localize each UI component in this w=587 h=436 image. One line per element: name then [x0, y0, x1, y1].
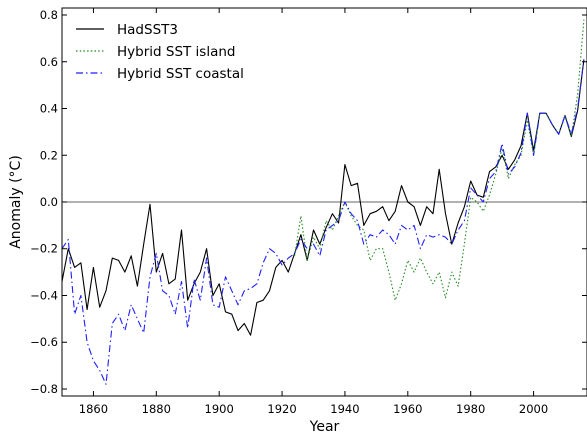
x-tick-label: 1860: [79, 402, 108, 416]
plot-area: 1860 1880 1900 1920 1940 1960 1980 2000 −0.8 −0.6…: [30, 7, 587, 416]
series-line-3: [62, 59, 585, 385]
x-tick-label: 1980: [456, 402, 485, 416]
x-tick-label: 1920: [267, 402, 296, 416]
y-tick-label: 0.0: [40, 195, 58, 209]
x-tick-label: 1960: [393, 402, 422, 416]
series-line-2: [294, 19, 585, 301]
y-tick-label: −0.8: [30, 382, 58, 396]
x-tick-label: 2000: [519, 402, 548, 416]
x-tick-label: 1880: [142, 402, 171, 416]
y-tick-label: −0.2: [30, 242, 58, 256]
y-tick-label: 0.2: [40, 148, 58, 162]
legend-label-3: Hybrid SST coastal: [117, 66, 244, 82]
x-axis-label: Year: [309, 419, 340, 435]
y-tick-label: 0.4: [40, 102, 58, 116]
y-tick-label: 0.8: [40, 8, 58, 22]
series-line-1: [62, 59, 585, 336]
y-tick-label: −0.6: [30, 335, 58, 349]
y-tick-label: 0.6: [40, 55, 58, 69]
legend-label-2: Hybrid SST island: [117, 44, 235, 60]
x-tick-label: 1900: [205, 402, 234, 416]
y-tick-label: −0.4: [30, 288, 58, 302]
y-axis-label: Anomaly (°C): [8, 155, 24, 249]
series-group: [62, 19, 585, 385]
x-tick-label: 1940: [330, 402, 359, 416]
legend-label-1: HadSST3: [117, 22, 178, 38]
legend: HadSST3 Hybrid SST island Hybrid SST coast…: [76, 22, 244, 82]
